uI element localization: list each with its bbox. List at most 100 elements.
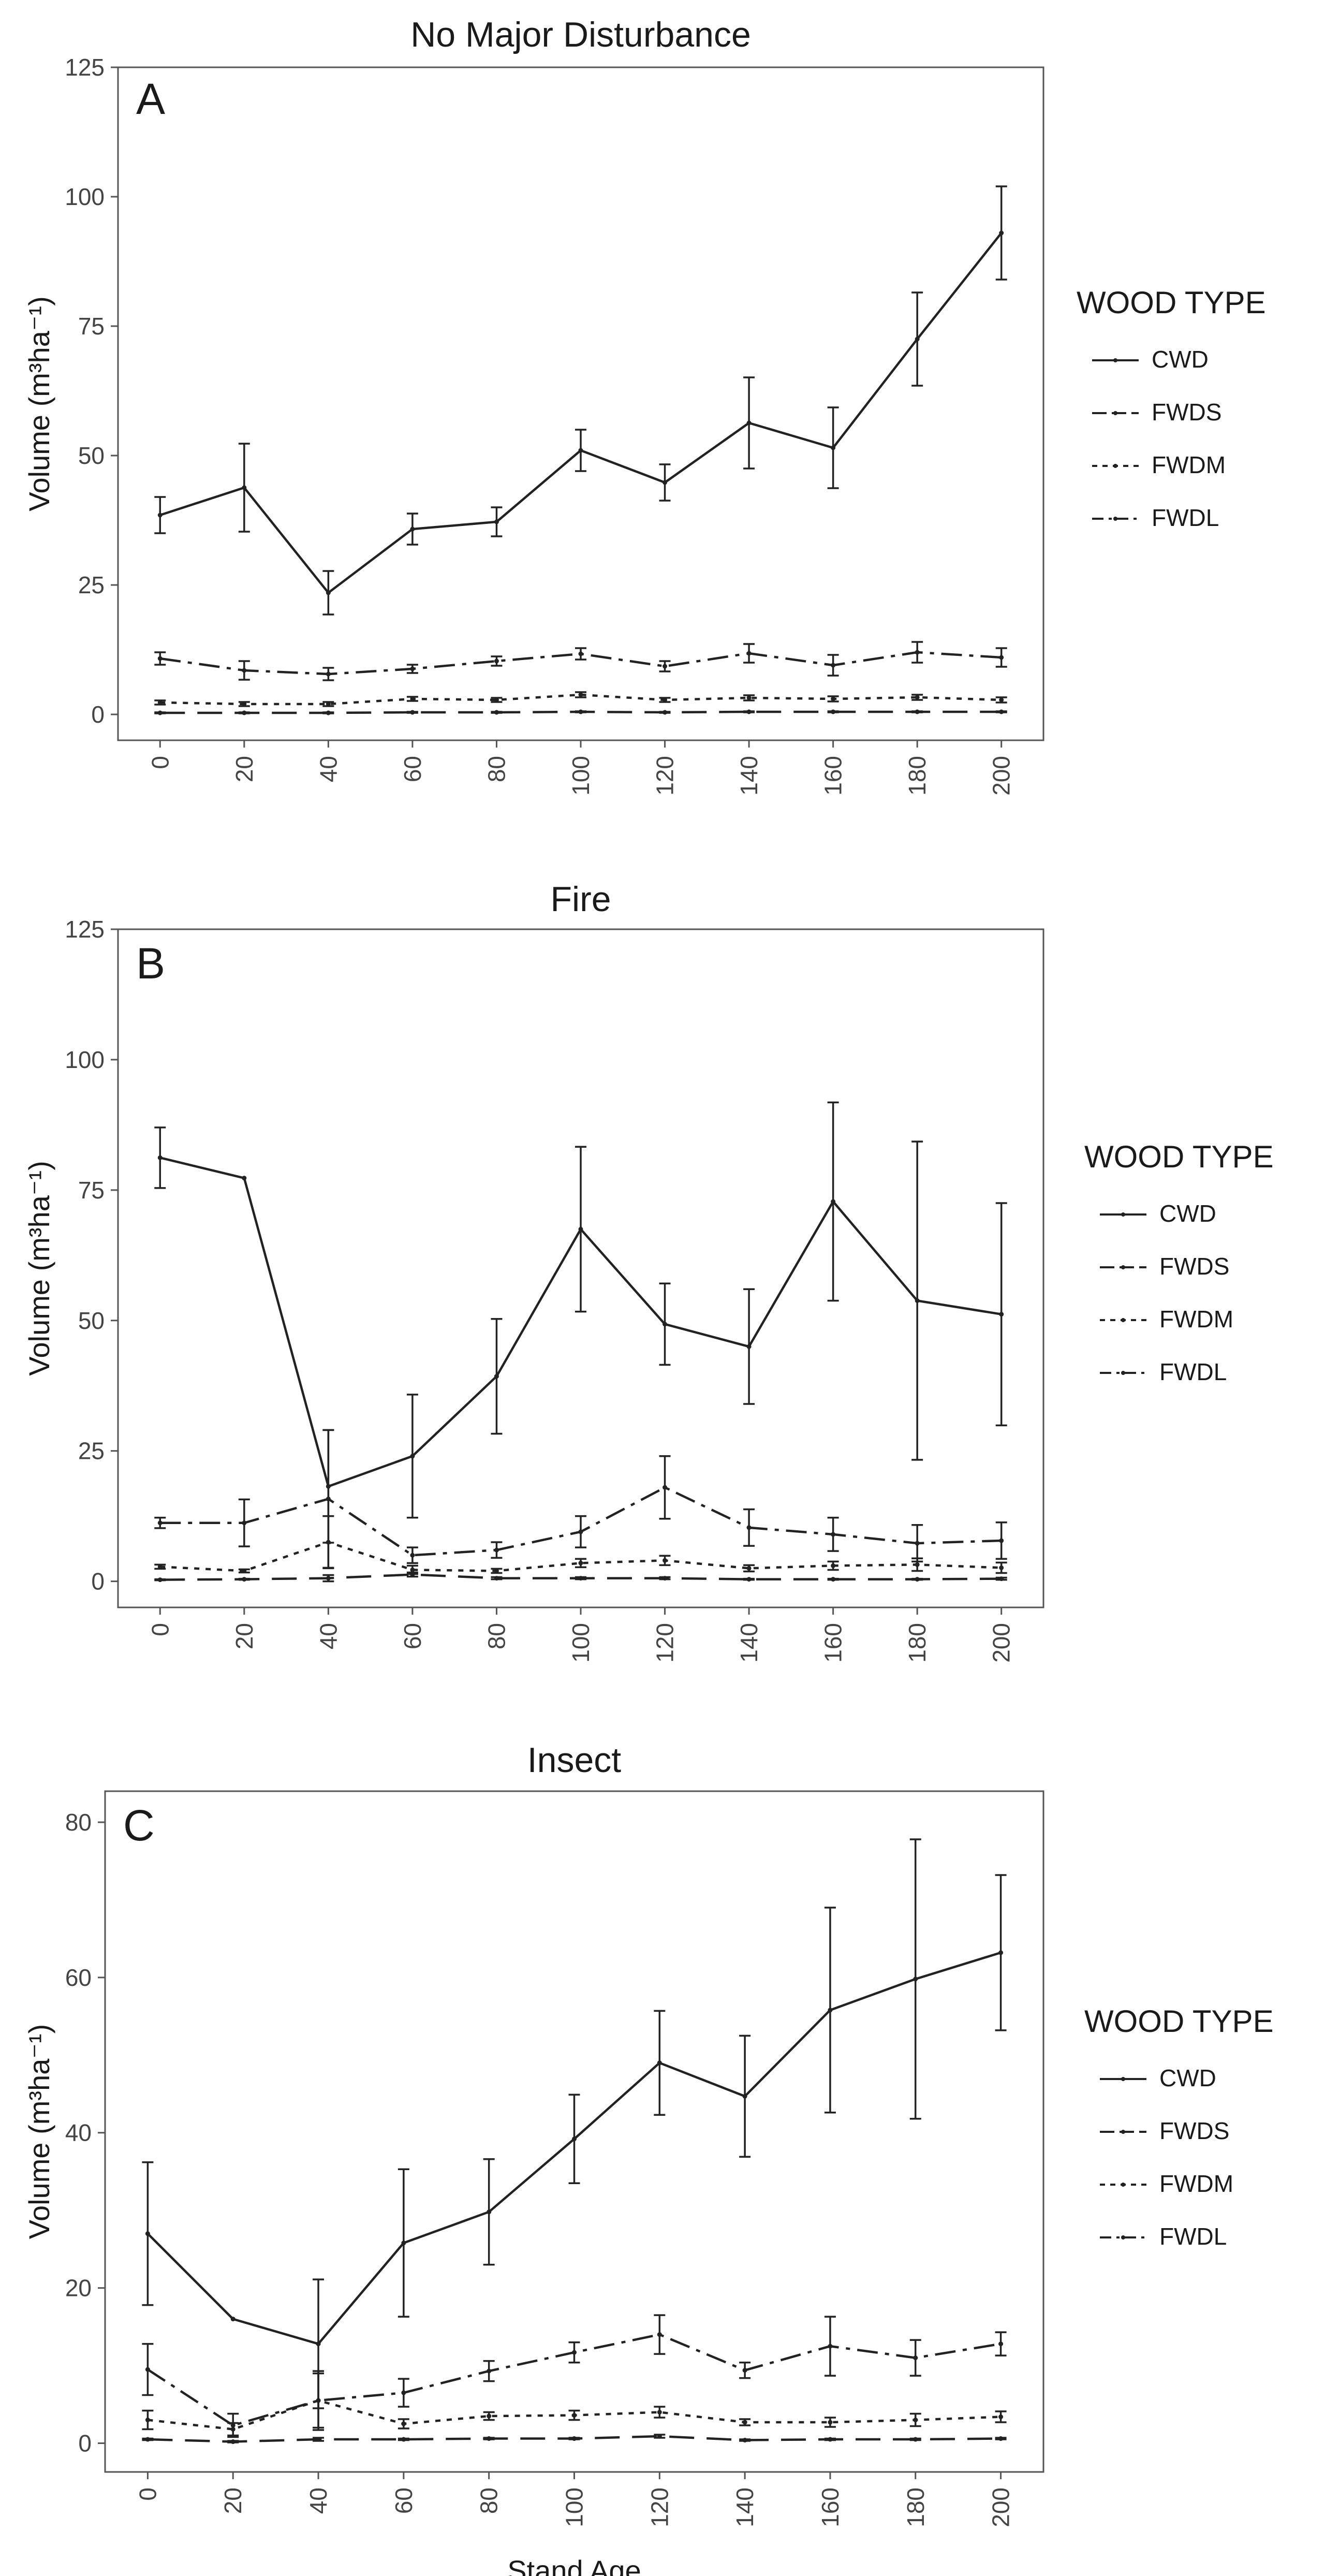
panel-b-series-fwds-point bbox=[494, 1576, 499, 1581]
panel-c-series-cwd-point bbox=[230, 2317, 235, 2322]
panel-a-series-cwd-point bbox=[410, 526, 415, 532]
panel-b-series-fwdl-point bbox=[915, 1541, 920, 1546]
panel-b-series-fwdl-point bbox=[494, 1547, 499, 1553]
panel-c-series-fwds-point bbox=[913, 2437, 918, 2442]
panel-b-title: Fire bbox=[550, 880, 611, 919]
panel-c-series-cwd-point bbox=[657, 2060, 662, 2066]
panel-c-xtick-label: 0 bbox=[134, 2487, 161, 2501]
panel-a-series-fwds-point bbox=[662, 710, 668, 715]
panel-c-series-fwds-point bbox=[657, 2434, 662, 2439]
panel-c-legend-label-fwds: FWDS bbox=[1159, 2117, 1229, 2144]
panel-b-series-fwdm-point bbox=[242, 1568, 247, 1573]
panel-b-ytick-label: 125 bbox=[65, 916, 105, 943]
panel-b-xtick-label: 100 bbox=[567, 1623, 594, 1663]
panel-c-series-cwd-point bbox=[913, 1977, 918, 1982]
panel-b-series-fwdm-point bbox=[410, 1567, 415, 1572]
panel-c-series-fwdm-point bbox=[913, 2418, 918, 2423]
panel-b-series-cwd-point bbox=[494, 1374, 499, 1379]
panel-a-ytick-label: 75 bbox=[78, 313, 105, 340]
panel-c-legend-label-fwdl: FWDL bbox=[1159, 2223, 1227, 2250]
panel-a-xtick-label: 80 bbox=[483, 756, 510, 782]
panel-c-series-fwds-point bbox=[828, 2437, 833, 2442]
panel-a-series-fwdl-point bbox=[242, 668, 247, 673]
panel-c-xtick-label: 140 bbox=[731, 2487, 758, 2527]
panel-a-series-cwd-point bbox=[157, 513, 163, 518]
panel-c-ytick-label: 60 bbox=[65, 1964, 92, 1991]
panel-b-xtick-label: 180 bbox=[904, 1623, 931, 1663]
panel-c-title: Insect bbox=[527, 1740, 622, 1780]
panel-b-legend-label-fwdl: FWDL bbox=[1159, 1358, 1227, 1385]
panel-a-ytick-label: 50 bbox=[78, 442, 105, 469]
panel-a-xtick-label: 0 bbox=[146, 756, 173, 769]
panel-a-series-fwdl-point bbox=[915, 650, 920, 655]
panel-a-series-fwds-point bbox=[578, 709, 583, 714]
panel-a-series-fwdl-point bbox=[326, 671, 331, 677]
panel-b-series-fwdl-point bbox=[410, 1553, 415, 1558]
panel-c-series-fwdl-point bbox=[230, 2423, 235, 2428]
panel-a-series-cwd-point bbox=[242, 485, 247, 490]
panel-c-series-fwds bbox=[142, 2434, 1007, 2445]
panel-c-xtick-label: 40 bbox=[305, 2487, 332, 2514]
panel-b-xtick-label: 140 bbox=[735, 1623, 762, 1663]
panel-c-series-fwdm-point bbox=[401, 2421, 406, 2426]
panel-c-series-fwdm-point bbox=[657, 2410, 662, 2415]
panel-a-series-fwdm-point bbox=[662, 697, 668, 702]
panel-c-ytick-label: 20 bbox=[65, 2275, 92, 2302]
panel-a-xtick-label: 20 bbox=[231, 756, 258, 782]
panel-b-series-fwdm-point bbox=[746, 1565, 752, 1571]
panel-a-ytick-label: 0 bbox=[91, 701, 105, 728]
panel-a-series-cwd-point bbox=[831, 445, 836, 450]
panel-b-legend-key-point bbox=[1121, 1371, 1125, 1375]
panel-a-legend-title: WOOD TYPE bbox=[1077, 285, 1266, 320]
panel-a-series-cwd-point bbox=[326, 590, 331, 595]
panel-b-ytick-label: 100 bbox=[65, 1046, 105, 1073]
panel-c-legend-key-point bbox=[1121, 2183, 1125, 2187]
panel-b-series-fwds-point bbox=[999, 1576, 1004, 1582]
panel-a-xtick-label: 40 bbox=[315, 756, 342, 782]
panel-c-ytick-label: 0 bbox=[78, 2430, 92, 2457]
panel-c-series-fwdm-point bbox=[998, 2414, 1004, 2420]
panel-c-series-fwdl-point bbox=[913, 2355, 918, 2361]
panel-c-legend-label-cwd: CWD bbox=[1159, 2065, 1216, 2091]
panel-c-xtick-label: 100 bbox=[561, 2487, 588, 2527]
panel-b-xtick-label: 80 bbox=[483, 1623, 510, 1649]
panel-b-legend-label-cwd: CWD bbox=[1159, 1200, 1216, 1227]
panel-a: No Major Disturbance A 0 25 50 75 100 125 0 20 40 6… bbox=[23, 15, 1266, 796]
panel-c-series-cwd-point bbox=[487, 2209, 492, 2215]
panel-a-legend-label-fwdl: FWDL bbox=[1152, 504, 1219, 531]
panel-c-series-fwdl-point bbox=[401, 2390, 406, 2395]
panel-c-series-fwds-point bbox=[230, 2439, 235, 2445]
panel-a-series-fwdm-point bbox=[410, 696, 415, 701]
panel-b-series-fwdl bbox=[154, 1429, 1007, 1569]
panel-a-title: No Major Disturbance bbox=[410, 15, 751, 54]
panel-c-legend-label-fwdm: FWDM bbox=[1159, 2170, 1233, 2197]
panel-c-series-fwdl bbox=[142, 2314, 1007, 2438]
panel-a-series-fwdm-point bbox=[494, 697, 499, 702]
panel-b-legend-title: WOOD TYPE bbox=[1084, 1139, 1274, 1174]
panel-b-series-cwd-point bbox=[915, 1298, 920, 1303]
panel-a-series-fwds-point bbox=[999, 709, 1004, 714]
panel-b-series-cwd-point bbox=[157, 1155, 163, 1160]
panel-c-xtick-label: 60 bbox=[390, 2487, 417, 2514]
panel-a-xtick-label: 180 bbox=[904, 756, 931, 796]
panel-b-xtick-label: 20 bbox=[231, 1623, 258, 1649]
panel-b-series-fwds-point bbox=[662, 1576, 668, 1581]
panel-b: Fire B 0 25 50 75 100 125 0 20 40 60 80 100 120 140 160 1… bbox=[23, 880, 1274, 1663]
panel-b-series-fwds-point bbox=[157, 1577, 163, 1583]
panel-c-y-axis-label: Volume (m³ha⁻¹) bbox=[23, 2024, 55, 2239]
panel-c-series-cwd-point bbox=[998, 1950, 1004, 1955]
panel-b-legend-key-point bbox=[1121, 1265, 1125, 1269]
panel-a-xtick-label: 100 bbox=[567, 756, 594, 796]
panel-b-series-fwdl-point bbox=[157, 1520, 163, 1526]
panel-b-series-fwds bbox=[154, 1571, 1007, 1583]
panel-c-series-cwd-point bbox=[828, 2008, 833, 2013]
panel-c-series-fwdl-point bbox=[572, 2350, 577, 2355]
panel-c-letter: C bbox=[123, 1801, 155, 1850]
panel-a-series-fwdl-point bbox=[831, 663, 836, 668]
panel-a-series-fwds-point bbox=[242, 710, 247, 715]
panel-c-legend-title: WOOD TYPE bbox=[1084, 2004, 1274, 2039]
panel-a-series-fwdm-point bbox=[999, 697, 1004, 702]
panel-a-series-cwd-point bbox=[999, 230, 1004, 236]
panel-a-series-fwdl-point bbox=[157, 656, 163, 661]
